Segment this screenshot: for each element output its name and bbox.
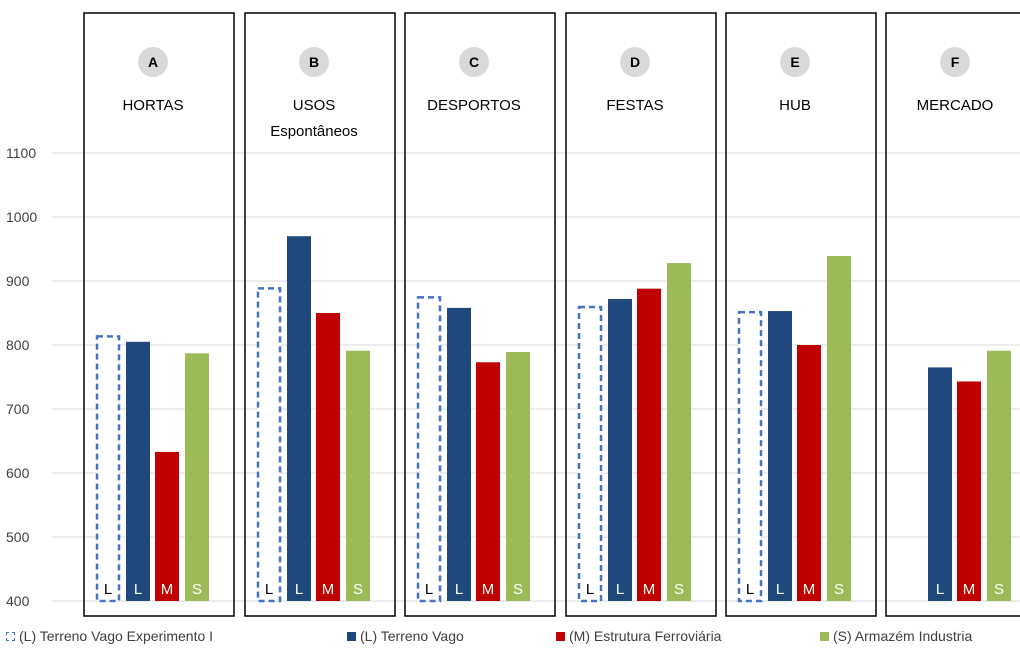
legend-swatch-armazem-industria — [820, 631, 829, 641]
panel-title: DESPORTOS — [427, 97, 521, 114]
y-tick-label: 500 — [6, 529, 30, 545]
panel-title: FESTAS — [606, 97, 663, 114]
bar-code-label: S — [994, 581, 1004, 598]
bar-2 — [476, 362, 500, 601]
panel-c: C DESPORTOS L L M S — [404, 12, 556, 617]
bar-code-label: L — [746, 581, 754, 598]
panel-letter: E — [790, 54, 799, 70]
bar-code-label: L — [425, 581, 433, 598]
legend-label-armazem-industria: (S) Armazém Industria — [833, 628, 973, 644]
y-tick-label: 1000 — [6, 209, 37, 225]
panel-letter: B — [309, 54, 319, 70]
bar-3 — [506, 352, 530, 601]
legend-swatch-experimento — [6, 631, 15, 641]
panel-letter: C — [469, 54, 479, 70]
panel-letter-badge — [459, 47, 489, 77]
bar-1 — [768, 311, 792, 601]
panel-title: MERCADO — [917, 97, 994, 114]
bar-code-label: L — [104, 581, 112, 598]
bar-0 — [577, 305, 603, 603]
panel-e: E HUB L L M S — [725, 12, 877, 617]
y-tick-label: 600 — [6, 465, 30, 481]
legend-item-armazem-industria: (S) Armazém Industria — [820, 628, 972, 644]
panel-d: D FESTAS L L M S — [565, 12, 717, 617]
bar-code-label: S — [674, 581, 684, 598]
bar-2 — [957, 381, 981, 601]
legend-label-experimento: (L) Terreno Vago Experimento I — [19, 628, 214, 644]
panel-a: A HORTAS L L M S — [83, 12, 235, 617]
bar-3 — [667, 263, 691, 601]
panel-title: HUB — [779, 97, 811, 114]
bar-code-label: L — [776, 581, 784, 598]
legend-item-estrutura-ferroviaria: (M) Estrutura Ferroviária — [556, 628, 721, 644]
bar-0 — [256, 287, 282, 603]
bar-2 — [316, 313, 340, 601]
bar-code-label: S — [834, 581, 844, 598]
bar-code-label: L — [586, 581, 594, 598]
panel-title: Espontâneos — [270, 123, 358, 140]
bar-0 — [416, 296, 442, 603]
bar-code-label: M — [322, 581, 335, 598]
bar-1 — [928, 367, 952, 601]
bar-code-label: L — [265, 581, 273, 598]
bar-code-label: S — [192, 581, 202, 598]
legend-swatch-estrutura-ferroviaria — [556, 631, 565, 641]
y-tick-label: 400 — [6, 593, 30, 609]
legend-label-estrutura-ferroviaria: (M) Estrutura Ferroviária — [569, 628, 722, 644]
panel-letter-badge — [620, 47, 650, 77]
bar-0 — [95, 335, 121, 603]
bar-3 — [987, 350, 1011, 601]
bar-3 — [827, 256, 851, 601]
bar-code-label: S — [513, 581, 523, 598]
bar-1 — [287, 236, 311, 601]
bar-1 — [447, 307, 471, 601]
panel-letter-badge — [780, 47, 810, 77]
legend-item-terreno-vago: (L) Terreno Vago — [347, 628, 464, 644]
bar-code-label: L — [455, 581, 463, 598]
panel-letter: F — [951, 54, 960, 70]
legend-item-experimento: (L) Terreno Vago Experimento I — [6, 628, 213, 644]
bar-code-label: M — [803, 581, 816, 598]
bar-code-label: L — [134, 581, 142, 598]
bar-code-label: M — [482, 581, 495, 598]
bar-1 — [126, 341, 150, 601]
y-tick-label: 700 — [6, 401, 30, 417]
bar-code-label: L — [616, 581, 624, 598]
legend: (L) Terreno Vago Experimento I (L) Terre… — [0, 628, 1020, 648]
bar-code-label: L — [936, 581, 944, 598]
chart: 400 500 600 700 800 900 1000 1100 A HORTAS L L M S B US… — [6, 12, 1020, 617]
panel-letter-badge — [940, 47, 970, 77]
panel-letter: A — [148, 54, 158, 70]
bar-code-label: L — [295, 581, 303, 598]
bar-code-label: M — [963, 581, 976, 598]
panel-title: USOS — [293, 97, 336, 114]
panel-letter-badge — [299, 47, 329, 77]
bar-2 — [797, 345, 821, 601]
bar-3 — [185, 353, 209, 601]
bar-3 — [346, 350, 370, 601]
legend-swatch-terreno-vago — [347, 631, 356, 641]
y-tick-label: 1100 — [6, 145, 36, 161]
panel-title: HORTAS — [122, 97, 183, 114]
panel-f: F MERCADO L M S — [885, 12, 1020, 617]
panel-b: B USOS Espontâneos L L M S — [244, 12, 396, 617]
y-tick-label: 800 — [6, 337, 30, 353]
panel-letter: D — [630, 54, 640, 70]
bar-code-label: M — [161, 581, 174, 598]
y-tick-label: 900 — [6, 273, 30, 289]
bar-1 — [608, 298, 632, 601]
bar-code-label: M — [643, 581, 656, 598]
bar-2 — [155, 451, 179, 601]
bar-2 — [637, 288, 661, 601]
panel-letter-badge — [138, 47, 168, 77]
bar-code-label: S — [353, 581, 363, 598]
legend-label-terreno-vago: (L) Terreno Vago — [360, 628, 464, 644]
bar-0 — [737, 310, 763, 603]
